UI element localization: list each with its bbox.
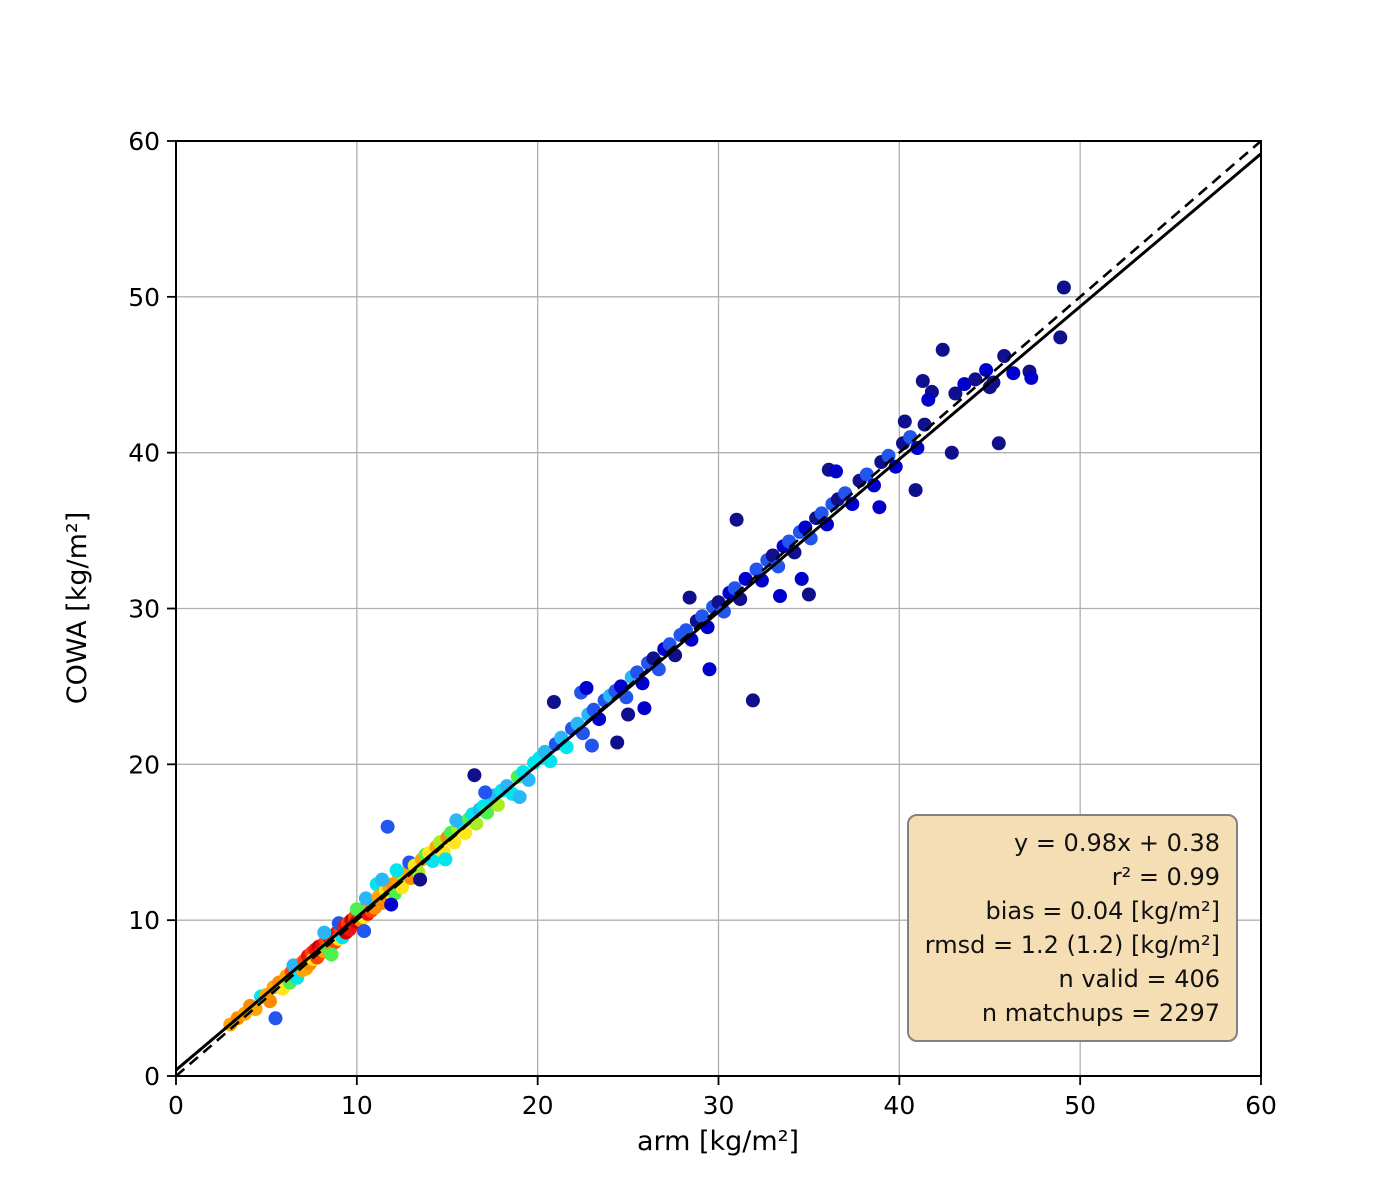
y-axis-label: COWA [kg/m²] <box>62 512 93 704</box>
data-point <box>968 372 983 387</box>
data-point <box>749 562 764 577</box>
data-point <box>991 436 1006 451</box>
data-point <box>621 707 636 722</box>
data-point <box>803 531 818 546</box>
data-point <box>859 467 874 482</box>
x-tick-label: 50 <box>1064 1091 1096 1120</box>
y-tick-label: 0 <box>144 1062 160 1091</box>
x-tick-label: 10 <box>341 1091 373 1120</box>
data-point <box>438 852 453 867</box>
data-point <box>469 816 484 831</box>
data-point <box>997 349 1012 363</box>
data-point <box>729 512 744 527</box>
data-point <box>820 517 834 532</box>
x-tick-label: 20 <box>522 1091 554 1120</box>
stats-line-rmsd: rmsd = 1.2 (1.2) [kg/m²] <box>924 931 1220 959</box>
data-point <box>263 994 277 1009</box>
data-point <box>478 785 493 800</box>
data-point <box>389 863 404 878</box>
data-point <box>921 392 936 407</box>
stats-line-fit-equation: y = 0.98x + 0.38 <box>1013 829 1220 857</box>
data-point <box>915 374 930 388</box>
y-tick-label: 40 <box>128 439 160 468</box>
fit-line <box>175 152 1262 1072</box>
data-point <box>897 414 912 429</box>
stats-line-r-squared: r² = 0.99 <box>1111 863 1220 891</box>
data-point <box>745 693 760 708</box>
data-point <box>944 445 959 460</box>
data-point <box>413 872 428 887</box>
data-point <box>268 1011 283 1026</box>
data-point <box>982 380 997 395</box>
stats-line-bias: bias = 0.04 [kg/m²] <box>985 897 1221 925</box>
data-point <box>1056 280 1071 295</box>
data-point <box>682 590 697 605</box>
y-tick-label: 60 <box>128 127 160 156</box>
data-point <box>908 483 923 498</box>
x-tick-label: 0 <box>168 1091 184 1120</box>
data-point <box>716 604 731 619</box>
data-point <box>317 925 332 940</box>
data-point <box>979 363 994 378</box>
y-tick-label: 10 <box>128 906 160 935</box>
data-point <box>357 924 372 939</box>
data-point <box>935 342 950 357</box>
data-point <box>358 891 373 906</box>
data-point <box>695 609 710 624</box>
data-point <box>917 417 932 432</box>
data-point <box>584 738 599 753</box>
data-point <box>794 571 809 586</box>
x-tick-label: 40 <box>883 1091 915 1120</box>
stats-box: y = 0.98x + 0.38 r² = 0.99 bias = 0.04 [… <box>906 814 1238 1042</box>
y-tick-label: 20 <box>128 750 160 779</box>
tick-labels: 0 10 20 30 40 50 60 0 10 20 30 40 50 60 <box>128 127 1277 1120</box>
data-point <box>637 701 652 716</box>
data-point <box>449 813 464 828</box>
x-tick-label: 60 <box>1245 1091 1277 1120</box>
data-point <box>872 500 887 515</box>
data-point <box>910 441 925 455</box>
data-point <box>773 589 787 603</box>
data-point <box>324 947 339 962</box>
data-point <box>948 386 963 401</box>
data-point <box>467 768 482 783</box>
data-point <box>610 735 625 750</box>
data-point <box>801 587 816 602</box>
data-point <box>579 681 594 695</box>
data-point <box>1006 366 1021 381</box>
x-axis-label: arm [kg/m²] <box>637 1126 799 1157</box>
data-point <box>888 459 903 474</box>
data-point <box>546 695 561 709</box>
y-tick-label: 30 <box>128 595 160 624</box>
data-point <box>384 897 399 912</box>
stats-line-n-valid: n valid = 406 <box>1058 965 1221 993</box>
y-tick-label: 50 <box>128 283 160 312</box>
stats-line-n-matchups: n matchups = 2297 <box>981 999 1220 1027</box>
data-point <box>1053 330 1068 345</box>
identity-line <box>175 140 1262 1077</box>
data-point <box>1024 370 1039 385</box>
data-point <box>375 872 390 887</box>
data-point <box>957 377 972 392</box>
data-point <box>512 790 527 805</box>
x-tick-label: 30 <box>703 1091 735 1120</box>
data-point <box>380 819 395 834</box>
data-point <box>829 464 843 479</box>
data-point <box>702 662 717 677</box>
